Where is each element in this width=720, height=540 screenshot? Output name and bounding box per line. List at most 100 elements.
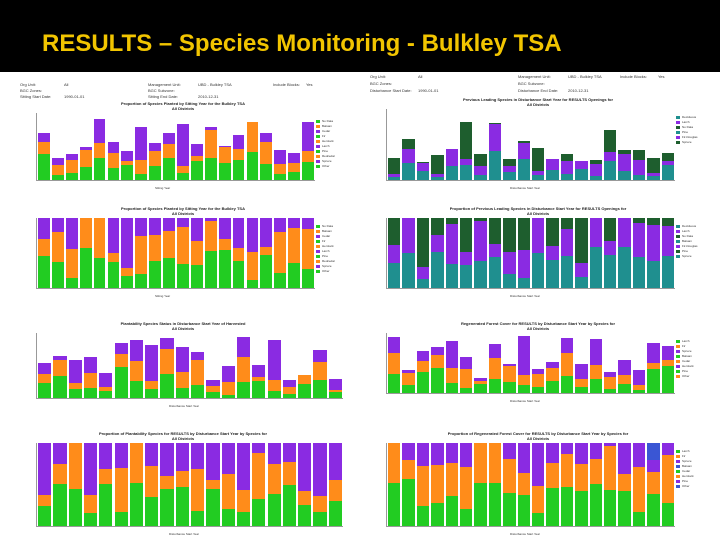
bar-segment	[65, 160, 78, 174]
bar-segment	[546, 368, 559, 381]
bar-segment	[416, 372, 430, 393]
bar-segment	[177, 124, 189, 166]
bar-segment	[107, 261, 120, 288]
chart-bar	[163, 132, 175, 180]
bar-segment	[328, 378, 342, 390]
bar-segment	[632, 218, 646, 224]
meta-include-blocks-label: Include Blocks:	[273, 82, 300, 87]
bar-segment	[107, 167, 120, 180]
chart-panel-p6: Proportion of Regenerated Forest Cover f…	[368, 430, 708, 538]
bar-segment	[503, 252, 516, 275]
bar-segment	[575, 160, 588, 170]
chart-bar	[532, 369, 545, 393]
chart-bar	[632, 149, 646, 180]
bar-segment	[604, 443, 617, 447]
bar-segment	[204, 157, 217, 180]
bar-segment	[416, 170, 430, 180]
chart-bar	[218, 218, 231, 288]
bar-segment	[302, 218, 314, 230]
legend-label: Fir	[682, 454, 686, 458]
chart-bar	[221, 365, 235, 398]
bar-segment	[38, 153, 50, 180]
bar-segment	[503, 166, 516, 172]
legend-label: No Data	[682, 125, 694, 129]
bar-segment	[221, 443, 235, 474]
meta-mgmt-unit-label: Management Unit:	[148, 82, 181, 87]
chart-bar	[204, 218, 217, 288]
bar-segment	[204, 251, 217, 288]
chart-bar	[135, 218, 148, 288]
bar-segment	[274, 173, 287, 180]
chart-bar	[190, 218, 203, 288]
bar-segment	[661, 366, 674, 393]
bar-segment	[51, 231, 64, 262]
chart-bar	[79, 218, 92, 288]
bar-segment	[232, 248, 245, 262]
chart-bar	[604, 443, 617, 526]
chart-bar	[388, 443, 401, 526]
bar-segment	[431, 503, 444, 526]
chart-bar	[647, 443, 660, 526]
chart-title: Proportion of Regenerated Forest Cover f…	[447, 431, 629, 436]
chart-bar	[488, 344, 502, 393]
chart-bar	[65, 154, 78, 180]
bar-segment	[517, 443, 530, 474]
legend-swatch	[676, 345, 680, 348]
chart-bar	[298, 374, 312, 398]
bar-segment	[135, 159, 148, 174]
chart-bar	[632, 218, 646, 288]
meta-start-date-value: 1990-01-01	[418, 88, 439, 93]
bar-segment	[302, 151, 314, 163]
bar-segment	[632, 390, 646, 393]
legend-label: Deciduous	[682, 224, 697, 228]
bar-segment	[575, 262, 588, 278]
bar-segment	[632, 174, 646, 180]
legend-label: Spruce	[682, 459, 692, 463]
bar-segment	[79, 218, 92, 249]
bar-segment	[68, 443, 82, 490]
bar-segment	[252, 499, 266, 526]
legend-label: Spruce	[682, 349, 692, 353]
bar-segment	[647, 225, 660, 262]
chart-bar	[218, 145, 231, 180]
bar-segment	[313, 361, 327, 381]
legend-item: Pine	[676, 369, 694, 374]
bar-segment	[221, 382, 235, 395]
bar-segment	[503, 443, 516, 460]
chart-bar	[416, 218, 430, 288]
bar-segment	[416, 443, 430, 467]
bar-segment	[236, 443, 251, 491]
chart-bar	[114, 342, 128, 398]
bar-segment	[302, 162, 314, 180]
chart-bar	[129, 339, 144, 398]
legend-swatch	[676, 131, 680, 134]
bar-segment	[388, 176, 401, 180]
chart-bar	[575, 160, 588, 180]
bar-segment	[288, 172, 301, 180]
legend-item: Deciduous	[676, 115, 698, 120]
bar-segment	[431, 177, 444, 180]
chart-bar	[647, 343, 660, 393]
bar-segment	[604, 490, 617, 526]
bar-segment	[560, 443, 574, 454]
bar-segment	[302, 269, 314, 288]
bar-segment	[236, 337, 251, 358]
bar-segment	[114, 443, 128, 468]
bar-segment	[388, 173, 401, 177]
chart-bar	[431, 346, 444, 393]
bar-segment	[288, 262, 301, 288]
bar-segment	[160, 338, 174, 350]
chart-plot	[36, 113, 315, 181]
bar-segment	[99, 483, 113, 526]
bar-segment	[232, 149, 245, 161]
legend-swatch	[676, 465, 680, 468]
bar-segment	[121, 276, 134, 288]
bar-segment	[260, 133, 273, 143]
chart-bar	[618, 443, 631, 526]
bar-segment	[145, 380, 159, 390]
legend-label: Spruce	[322, 264, 332, 268]
bar-segment	[431, 251, 444, 288]
bar-segment	[145, 344, 159, 381]
legend-item: Balsam	[316, 124, 335, 129]
bar-segment	[575, 491, 588, 526]
